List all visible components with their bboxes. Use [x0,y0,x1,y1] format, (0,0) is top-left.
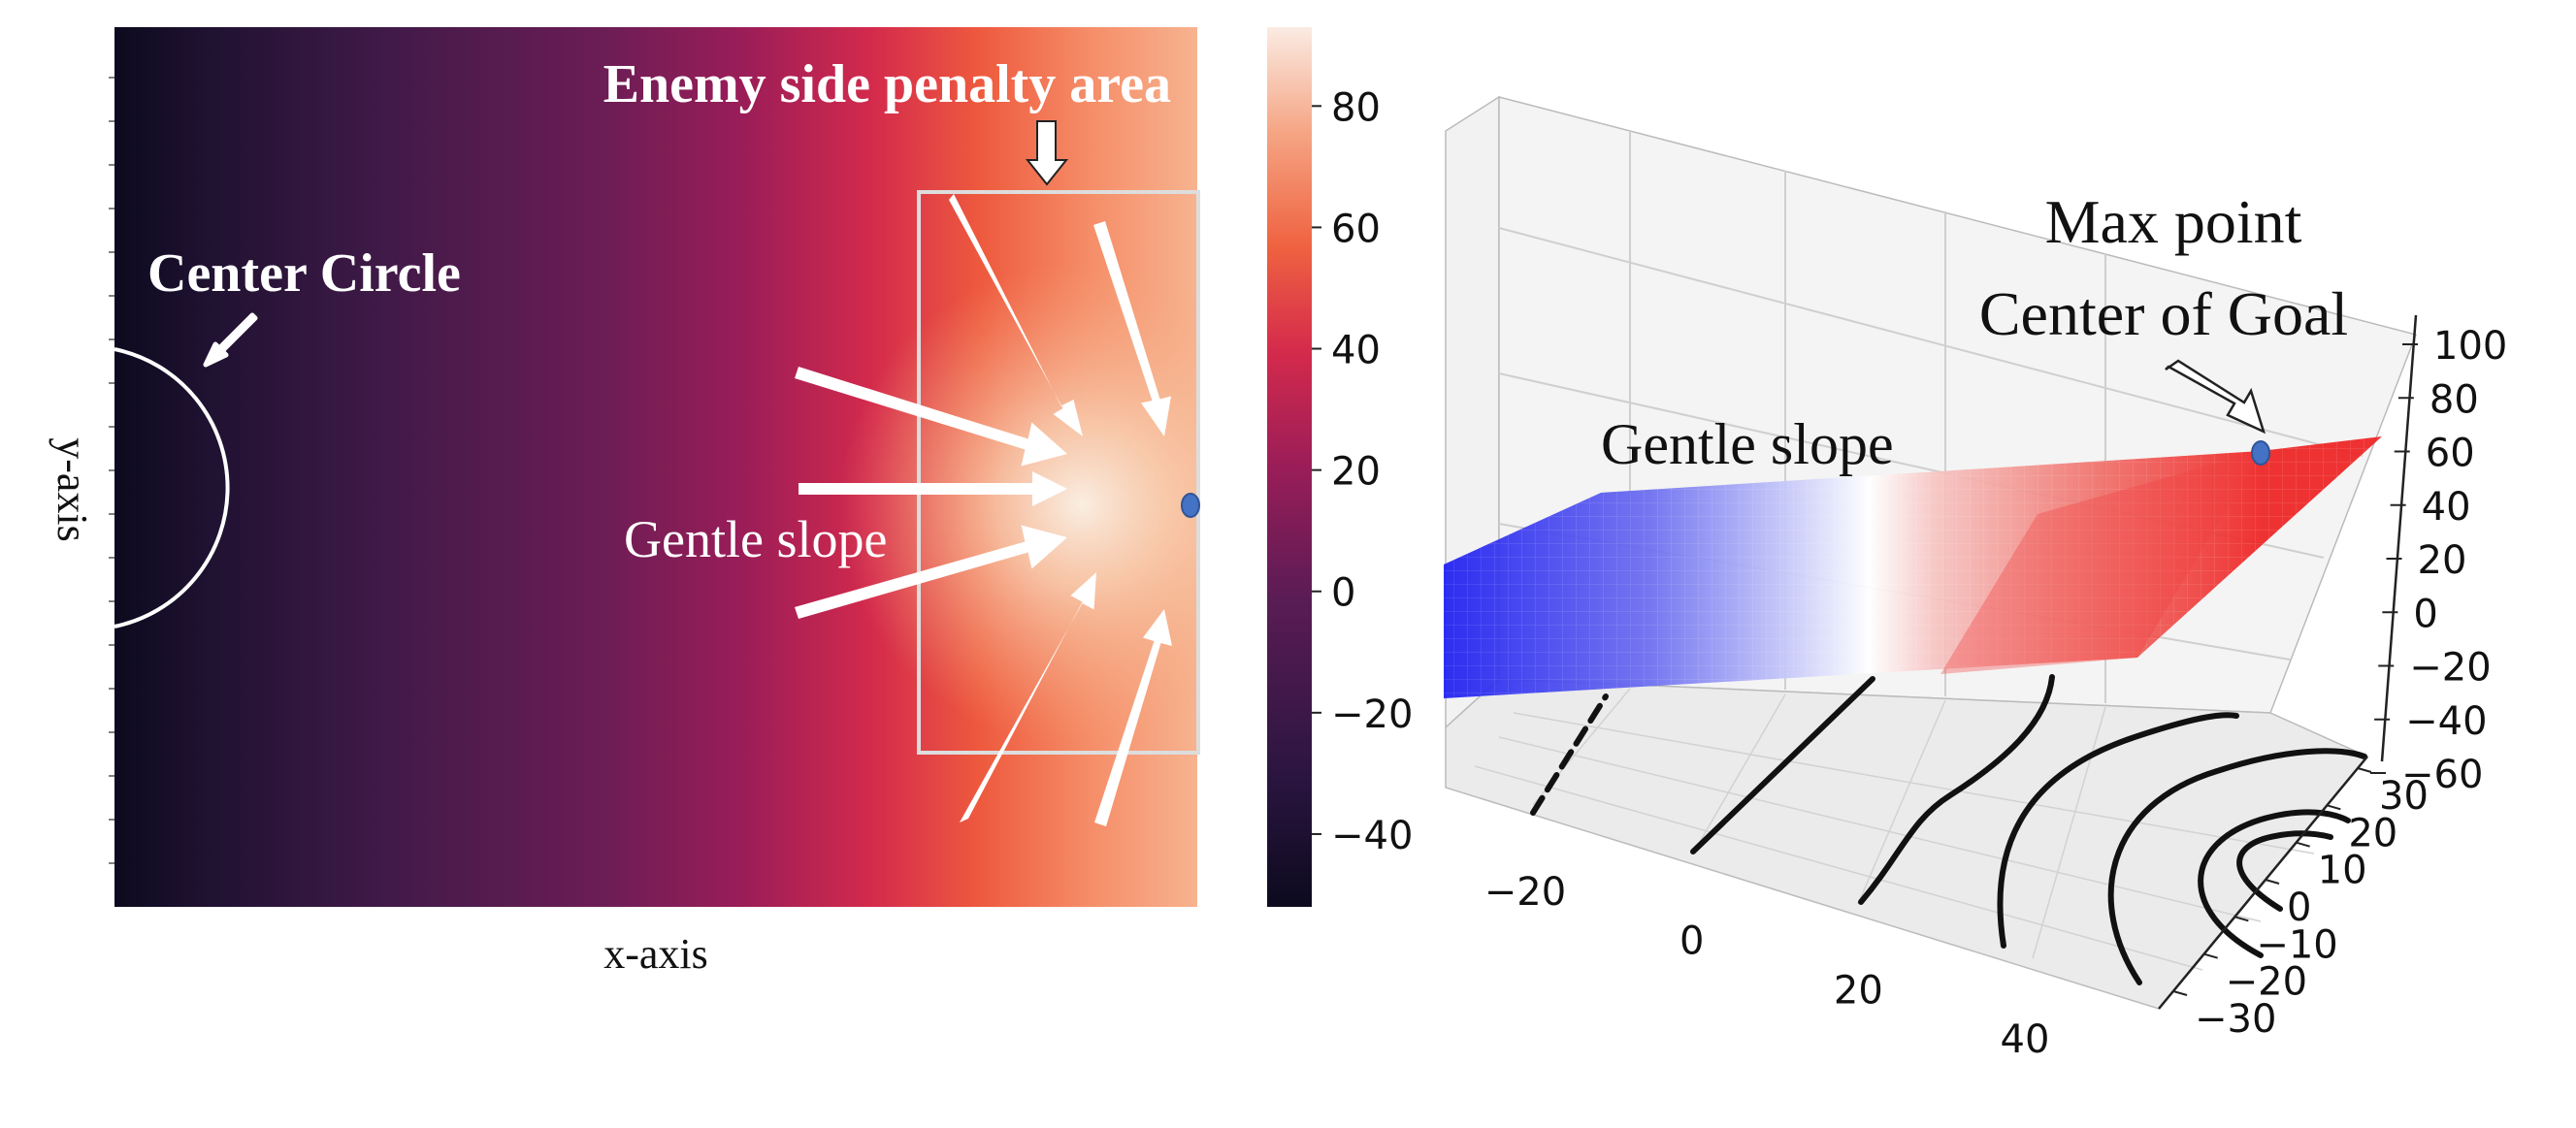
colorbar-tick-label: 60 [1331,207,1381,251]
y-tick-label: 30 [2379,774,2429,819]
heatmap-panel: Enemy side penalty area Center Circle Ge… [49,27,1200,978]
z-axis-line [2380,314,2418,762]
x-tick-label: 20 [1834,968,1883,1013]
y-tick-mark [2234,916,2249,922]
colorbar-bar [1267,27,1312,907]
y-axis-label: y-axis [49,437,96,542]
penalty-area-label: Enemy side penalty area [603,54,1171,114]
y-tick-mark [2203,952,2218,959]
y-tick-label: 10 [2318,849,2367,893]
z-tick-label: 100 [2433,324,2507,369]
z-tick-label: 0 [2413,592,2437,636]
slope-arrow [1094,609,1172,826]
heatmap-y-ticks [109,77,114,864]
y-tick-mark [2327,804,2341,811]
floor-grid [1474,688,2315,971]
y-axis-line [2158,756,2368,1010]
contours [1530,674,2367,985]
x-axis-label: x-axis [603,930,708,978]
slope-arrow [1093,221,1171,436]
surface-ridge [1940,451,2261,674]
contour-line [2198,809,2351,958]
colorbar-tick-label: 80 [1331,85,1381,130]
y-tick-label: −10 [2256,922,2337,967]
heatmap-goal-glow [114,27,1197,907]
x-tick-label: 40 [2001,1017,2050,1062]
z-tick-label: −60 [2401,753,2483,797]
contour-line [2236,830,2333,912]
z-axis-ticks: 100 80 60 40 20 0 −20 −40 −60 [2370,324,2507,797]
max-point-arrow [2165,359,2266,435]
contour-line [2107,748,2367,985]
colorbar-tick-label: 40 [1331,329,1381,373]
z-tick-label: 80 [2429,377,2479,422]
colorbar: 80 60 40 20 0 −20 −40 [1267,27,1413,907]
colorbar-tick-label: −20 [1331,693,1413,737]
slope-arrows [795,194,1172,826]
slope-label-left: Gentle slope [624,510,887,568]
goal-point [1181,493,1200,518]
z-tick-label: 60 [2426,432,2475,476]
y-tick-mark [2172,990,2188,996]
surface-mesh [1444,436,2382,698]
contour-line [1690,676,1875,854]
x-tick-label: 0 [1679,919,1704,964]
z-tick-label: −40 [2405,699,2487,744]
max-point-label: Max point [2045,187,2302,256]
penalty-area-arrow [1025,120,1069,186]
z-tick-label: 20 [2418,538,2467,583]
slope-label-right: Gentle slope [1601,412,1894,476]
y-tick-label: 20 [2348,811,2397,855]
z-tick-label: 40 [2422,485,2471,530]
slope-arrow [799,471,1067,506]
slope-arrow [795,525,1067,619]
contour-line [1530,693,1609,816]
y-tick-label: −20 [2226,960,2307,1005]
slope-arrow [949,194,1083,436]
colorbar-tick-label: 20 [1331,450,1381,495]
y-tick-mark [2265,879,2280,885]
contour-line [1997,712,2239,949]
y-tick-label: −30 [2195,997,2276,1042]
center-circle-arrow [203,312,258,368]
y-tick-mark [2296,841,2310,848]
colorbar-tick-label: 0 [1331,571,1355,616]
center-circle-label: Center Circle [147,243,461,304]
center-circle-arc [114,347,230,628]
colorbar-ticks: 80 60 40 20 0 −20 −40 [1312,85,1413,858]
z-tick-label: −20 [2409,646,2491,691]
y-tick-label: 0 [2287,886,2311,930]
x-axis-ticks: −20 0 20 40 [1484,870,2050,1062]
colorbar-tick-label: −40 [1331,814,1413,858]
penalty-area-box [917,190,1200,755]
slope-arrow [960,572,1096,822]
center-of-goal-label: Center of Goal [1979,279,2348,348]
x-tick-label: −20 [1484,870,1566,915]
max-point [2251,440,2270,466]
contour-line [1858,674,2055,905]
y-tick-mark [2357,767,2372,773]
slope-arrow [795,367,1067,467]
